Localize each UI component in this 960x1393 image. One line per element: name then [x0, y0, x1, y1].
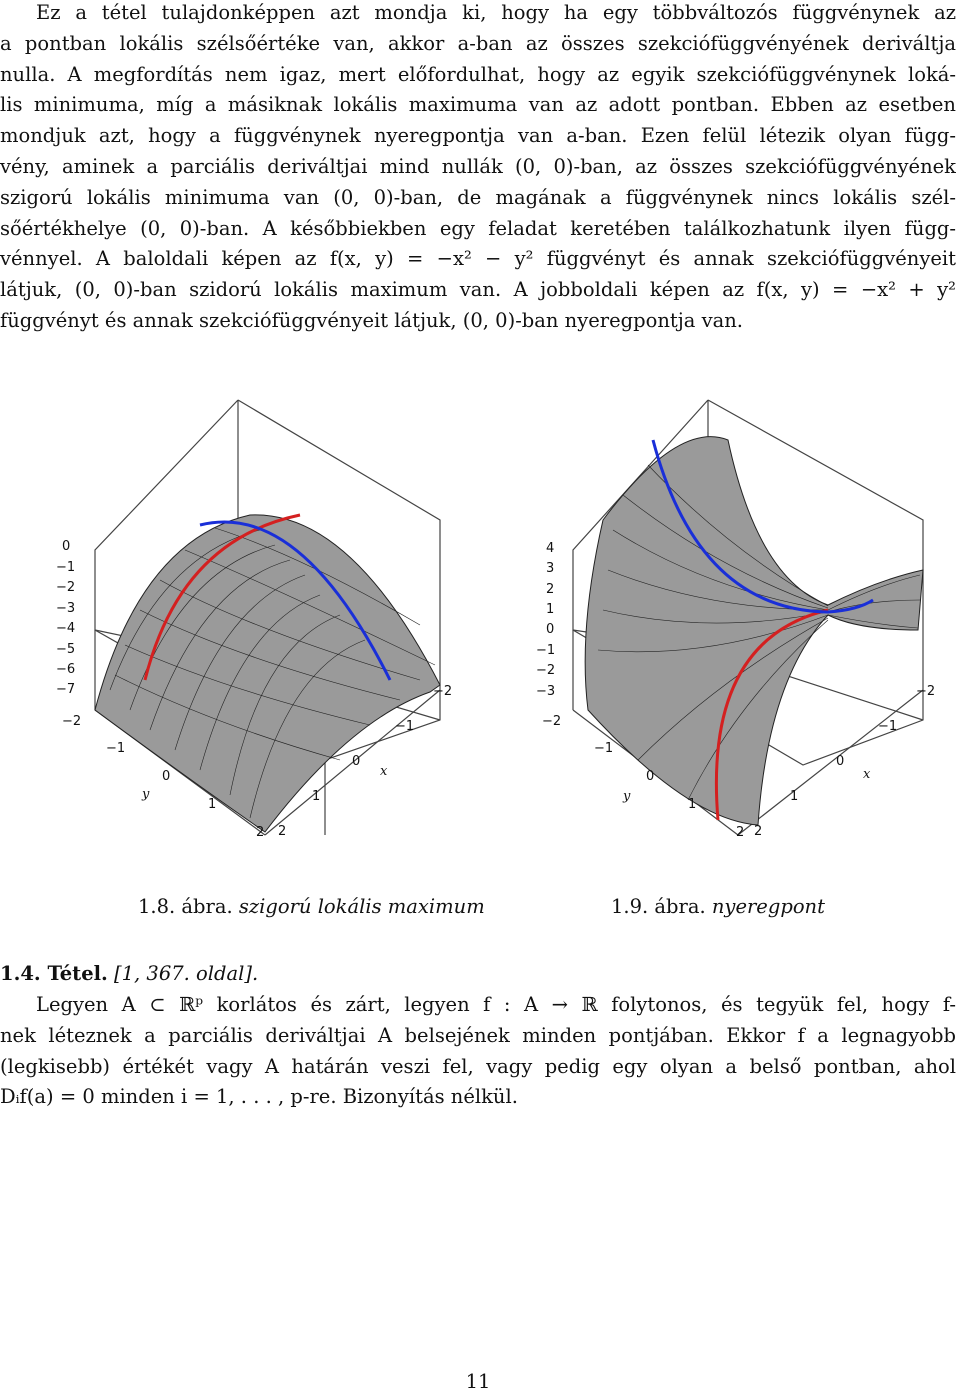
x-tick: 2	[754, 824, 762, 839]
figure-caption-left: 1.8. ábra. szigorú lokális maximum	[138, 895, 485, 918]
x-tick: −2	[433, 684, 452, 699]
text-line: látjuk, (0, 0)-ban szidorú lokális maxim…	[0, 278, 956, 302]
z-tick: 0	[62, 539, 70, 554]
y-axis-label: y	[622, 789, 631, 804]
text-line: nulla. A megfordítás nem igaz, mert előf…	[0, 62, 956, 86]
z-tick: −6	[56, 662, 75, 677]
theorem-reference: [1, 367. oldal].	[114, 962, 259, 985]
y-axis-label: y	[141, 787, 150, 802]
z-tick: −7	[56, 682, 75, 697]
x-tick: 1	[312, 789, 320, 804]
z-tick: −3	[536, 684, 555, 699]
x-axis-label: x	[380, 764, 388, 779]
z-tick: 2	[546, 582, 554, 597]
z-tick: −2	[536, 663, 555, 678]
y-tick: 0	[162, 769, 170, 784]
x-axis-label: x	[863, 767, 871, 782]
caption-number: 1.8. ábra.	[138, 895, 233, 918]
section-curve-y	[199, 520, 392, 681]
theorem-heading: 1.4. Tétel. [1, 367. oldal].	[0, 962, 258, 985]
figure-saddle-surface: 4 3 2 1 0 −1 −2 −3 −2 −1 0 1 2 x −2 −1 0…	[536, 399, 935, 840]
text-line: vény, aminek a parciális deriváltjai min…	[0, 154, 956, 178]
text-line: függvényt és annak szekciófüggvényeit lá…	[0, 308, 743, 332]
caption-text: szigorú lokális maximum	[238, 895, 485, 918]
x-tick: −1	[878, 719, 897, 734]
y-axis-ticks: −2 −1 0 1 2 y	[542, 714, 744, 840]
y-tick: 1	[208, 797, 216, 812]
z-tick: 4	[546, 541, 554, 556]
caption-number: 1.9. ábra.	[611, 895, 706, 918]
section-curve-x	[143, 513, 301, 681]
x-tick: 2	[278, 824, 286, 839]
y-tick: 2	[256, 825, 264, 840]
x-tick: 1	[790, 789, 798, 804]
x-tick: −1	[395, 719, 414, 734]
section-curve-y	[651, 439, 874, 614]
z-tick: 1	[546, 602, 554, 617]
text-line: Ez a tétel tulajdonképpen azt mondja ki,…	[36, 1, 956, 24]
text-line: nek léteznek a parciális deriváltjai A b…	[0, 1023, 956, 1047]
y-tick: −1	[106, 741, 125, 756]
intro-paragraph: Ez a tétel tulajdonképpen azt mondja ki,…	[0, 0, 956, 337]
z-tick: −2	[56, 580, 75, 595]
section-curve-x	[714, 608, 829, 821]
z-tick: −1	[56, 560, 75, 575]
y-tick: 1	[688, 797, 696, 812]
x-axis-ticks: −2 −1 0 1 2 x	[278, 684, 452, 839]
z-tick: −4	[56, 621, 75, 636]
z-tick: −5	[56, 642, 75, 657]
surface-mesh	[109, 527, 436, 819]
y-axis-ticks: −2 −1 0 1 2 y	[62, 714, 264, 840]
y-tick: 2	[736, 825, 744, 840]
theorem-label: 1.4. Tétel.	[0, 962, 108, 985]
text-line: sőértékhelye (0, 0)-ban. A későbbiekben …	[0, 216, 956, 240]
z-tick: 3	[546, 561, 554, 576]
text-line: a pontban lokális szélsőértéke van, akko…	[0, 31, 956, 55]
text-line: Dᵢf(a) = 0 minden i = 1, . . . , p-re. B…	[0, 1085, 518, 1109]
y-tick: −2	[542, 714, 561, 729]
x-axis-ticks: −2 −1 0 1 2 x	[754, 684, 935, 839]
x-tick: 0	[836, 754, 844, 769]
y-tick: −1	[594, 741, 613, 756]
x-tick: 0	[352, 754, 360, 769]
surface-patch	[584, 436, 924, 826]
y-tick: 0	[646, 769, 654, 784]
page-number: 11	[465, 1370, 491, 1393]
theorem-body: Legyen A ⊂ ℝᵖ korlátos és zárt, legyen f…	[0, 990, 956, 1113]
y-tick: −2	[62, 714, 81, 729]
text-line: mondjuk azt, hogy a függvénynek nyeregpo…	[0, 124, 956, 148]
figure-caption-right: 1.9. ábra. nyeregpont	[611, 895, 825, 918]
x-tick: −2	[916, 684, 935, 699]
text-line: Legyen A ⊂ ℝᵖ korlátos és zárt, legyen f…	[36, 993, 956, 1016]
z-tick: 0	[546, 622, 554, 637]
text-line: vénnyel. A baloldali képen az f(x, y) = …	[0, 247, 956, 271]
z-axis-ticks: 0 −1 −2 −3 −4 −5 −6 −7	[56, 539, 75, 697]
text-line: szigorú lokális minimuma van (0, 0)-ban,…	[0, 185, 956, 209]
z-axis-ticks: 4 3 2 1 0 −1 −2 −3	[536, 541, 555, 699]
text-line: (legkisebb) értékét vagy A határán veszi…	[0, 1054, 956, 1078]
z-tick: −1	[536, 643, 555, 658]
figure-max-surface: 0 −1 −2 −3 −4 −5 −6 −7 −2 −1 0 1 2 x −2 …	[56, 399, 452, 840]
z-tick: −3	[56, 601, 75, 616]
text-line: lis minimuma, míg a másiknak lokális max…	[0, 93, 956, 117]
caption-text: nyeregpont	[711, 895, 825, 918]
